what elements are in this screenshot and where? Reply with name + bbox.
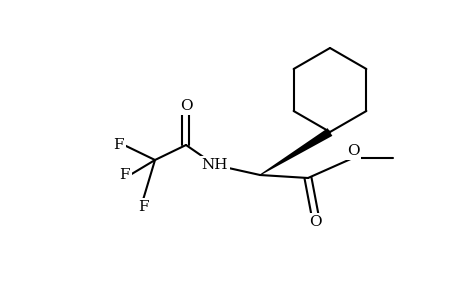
Text: F: F bbox=[137, 200, 148, 214]
Text: NH: NH bbox=[202, 158, 228, 172]
Text: O: O bbox=[346, 144, 358, 158]
Text: O: O bbox=[308, 215, 321, 229]
Text: F: F bbox=[119, 168, 130, 182]
Text: O: O bbox=[179, 99, 192, 113]
Text: F: F bbox=[113, 138, 124, 152]
Polygon shape bbox=[259, 128, 332, 176]
